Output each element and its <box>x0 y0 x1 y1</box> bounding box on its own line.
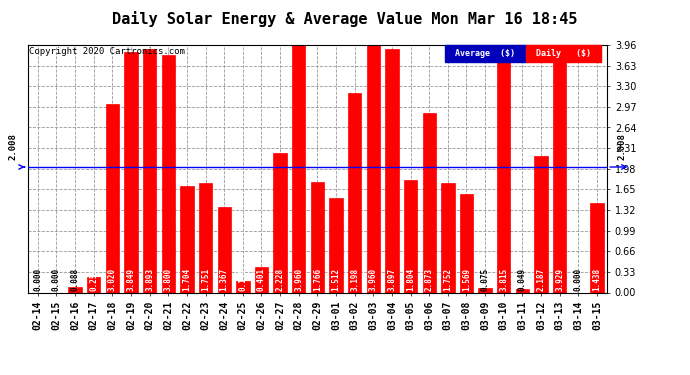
Bar <box>236 280 250 292</box>
Text: Daily Solar Energy & Average Value Mon Mar 16 18:45: Daily Solar Energy & Average Value Mon M… <box>112 11 578 27</box>
Text: 2.873: 2.873 <box>425 267 434 291</box>
Text: 2.187: 2.187 <box>537 267 546 291</box>
Bar <box>422 113 436 292</box>
Bar <box>460 194 473 292</box>
Text: 0.049: 0.049 <box>518 267 527 291</box>
Text: Daily   ($): Daily ($) <box>536 49 591 58</box>
Text: 3.800: 3.800 <box>164 267 172 291</box>
Bar <box>404 180 417 292</box>
Bar <box>526 45 602 62</box>
Text: 0.000: 0.000 <box>52 267 61 291</box>
Text: 0.191: 0.191 <box>238 267 247 291</box>
Text: 1.752: 1.752 <box>444 267 453 291</box>
Text: 0.075: 0.075 <box>481 267 490 291</box>
Bar <box>143 49 157 292</box>
Bar <box>445 45 526 62</box>
Text: 1.804: 1.804 <box>406 267 415 291</box>
Bar <box>590 202 604 292</box>
Text: 0.401: 0.401 <box>257 267 266 291</box>
Bar <box>534 156 548 292</box>
Text: 0.088: 0.088 <box>70 267 79 291</box>
Bar <box>441 183 455 292</box>
Text: 2.008: 2.008 <box>617 133 627 159</box>
Text: 3.929: 3.929 <box>555 267 564 291</box>
Text: 1.766: 1.766 <box>313 267 322 291</box>
Bar <box>329 198 343 292</box>
Text: Copyright 2020 Cartronics.com: Copyright 2020 Cartronics.com <box>29 48 185 57</box>
Text: 0.255: 0.255 <box>89 267 98 291</box>
Bar <box>199 183 213 292</box>
Text: 1.512: 1.512 <box>331 267 341 291</box>
Text: 3.815: 3.815 <box>500 267 509 291</box>
Bar <box>478 288 492 292</box>
Bar <box>180 186 194 292</box>
Bar <box>292 45 306 292</box>
Text: Average  ($): Average ($) <box>455 49 515 58</box>
Text: 1.751: 1.751 <box>201 267 210 291</box>
Bar <box>255 267 268 292</box>
Text: 3.960: 3.960 <box>294 267 304 291</box>
Text: 0.000: 0.000 <box>33 267 42 291</box>
Bar <box>161 55 175 292</box>
Bar <box>87 277 101 292</box>
Text: 3.849: 3.849 <box>126 267 135 291</box>
Text: 3.198: 3.198 <box>350 267 359 291</box>
Text: 2.228: 2.228 <box>275 267 285 291</box>
Text: 3.897: 3.897 <box>388 267 397 291</box>
Bar <box>106 104 119 292</box>
Bar <box>366 45 380 292</box>
Text: 1.569: 1.569 <box>462 267 471 291</box>
Text: 1.367: 1.367 <box>219 267 228 291</box>
Text: 3.020: 3.020 <box>108 267 117 291</box>
Text: 2.008: 2.008 <box>8 133 18 159</box>
Bar <box>348 93 362 292</box>
Bar <box>515 290 529 292</box>
Text: 1.704: 1.704 <box>182 267 191 291</box>
Text: 0.000: 0.000 <box>574 267 583 291</box>
Bar <box>124 52 138 292</box>
Bar <box>553 47 566 292</box>
Bar <box>217 207 231 292</box>
Text: 3.893: 3.893 <box>145 267 154 291</box>
Bar <box>68 287 82 292</box>
Bar <box>497 54 511 292</box>
Text: 1.438: 1.438 <box>593 267 602 291</box>
Bar <box>273 153 287 292</box>
Text: 3.960: 3.960 <box>369 267 378 291</box>
Bar <box>310 182 324 292</box>
Bar <box>385 49 399 292</box>
